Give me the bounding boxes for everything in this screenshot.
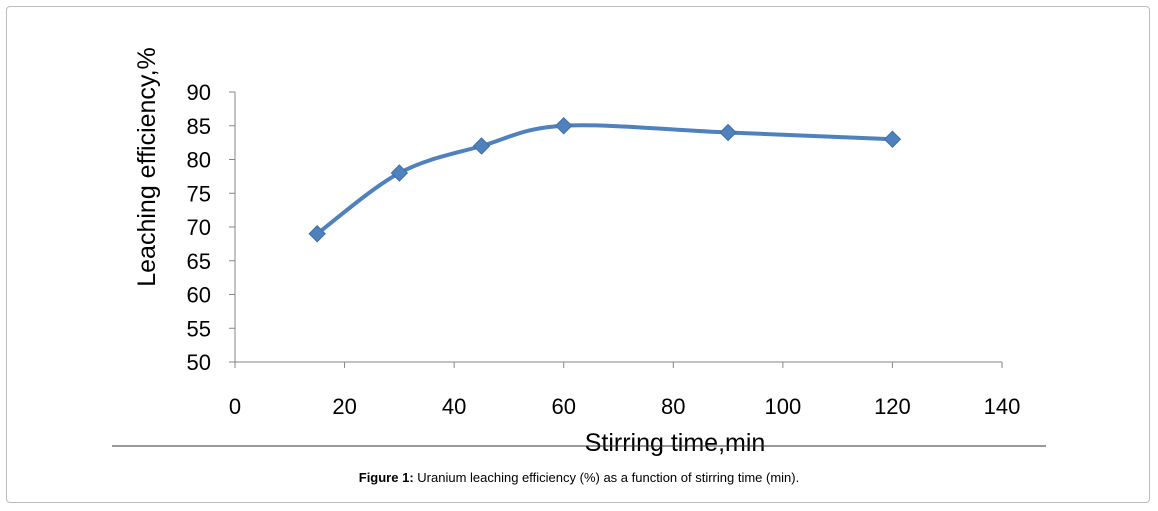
y-tick-label: 80 [187,148,211,173]
data-point [390,164,409,182]
figure-frame [6,6,1150,503]
y-tick-label: 85 [187,114,211,139]
series-line [315,123,893,236]
x-tick-label: 80 [661,394,685,419]
chart-series [308,117,902,243]
data-point [555,117,573,135]
y-tick-label: 60 [187,283,211,308]
y-tick-label: 65 [187,249,211,274]
data-point [308,225,326,243]
x-tick-label: 120 [874,394,911,419]
x-tick-label: 20 [332,394,356,419]
x-tick-label: 40 [442,394,466,419]
caption-text: Uranium leaching efficiency (%) as a fun… [413,470,800,485]
data-point [719,123,737,142]
y-axis-label: Leaching efficiency,% [133,47,161,287]
y-tick-label: 75 [187,181,211,206]
y-tick-label: 55 [187,316,211,341]
chart-axes: 50 55 60 65 70 75 80 85 90 0 20 40 60 80 100 120 140 [187,80,1021,419]
x-tick-label: 140 [984,394,1021,419]
data-point [883,130,902,148]
y-tick-label: 70 [187,215,211,240]
figure-caption: Figure 1: Uranium leaching efficiency (%… [0,470,1158,485]
x-axis-label: Stirring time,min [585,429,766,457]
y-tick-label: 50 [187,350,211,375]
y-tick-label: 90 [187,80,211,105]
x-tick-label: 60 [551,394,575,419]
data-point [472,137,491,155]
x-tick-label: 0 [229,394,241,419]
x-tick-label: 100 [764,394,801,419]
caption-label: Figure 1: [358,470,414,485]
